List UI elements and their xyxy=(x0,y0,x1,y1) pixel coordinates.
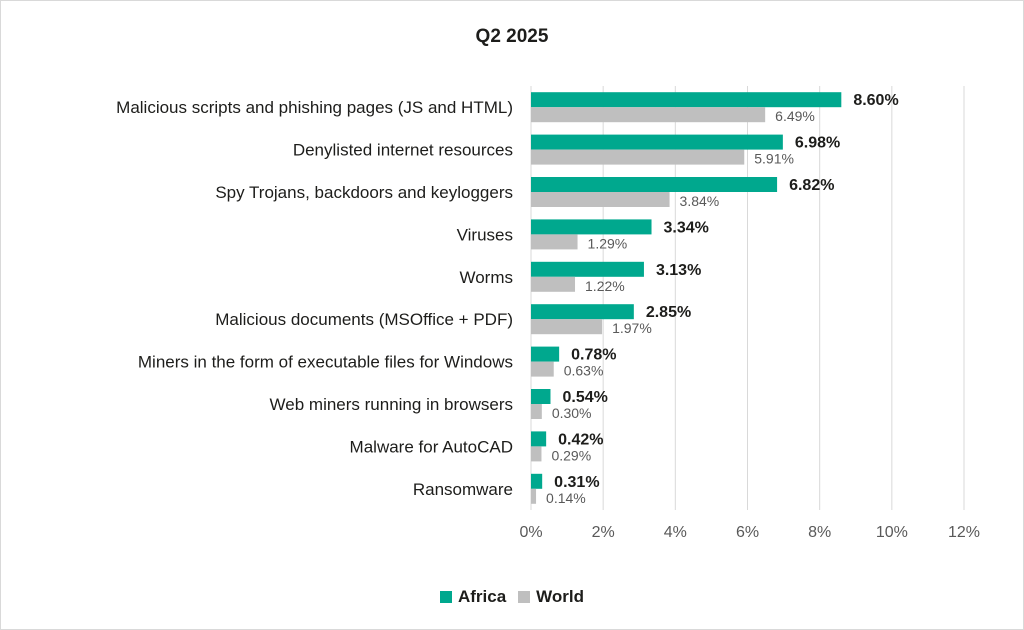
bar-world-malicious-scripts-and-phishing-pages-js-and-html[interactable] xyxy=(531,107,766,123)
chart-title: Q2 2025 xyxy=(475,26,549,47)
legend-swatch-africa xyxy=(439,591,452,603)
bar-africa-miners-in-the-form-of-executable-files-for-windows[interactable] xyxy=(531,346,560,362)
bar-africa-ransomware[interactable] xyxy=(531,473,543,489)
value-label-africa: 0.31% xyxy=(554,474,599,491)
bars xyxy=(531,92,842,504)
bar-africa-spy-trojans-backdoors-and-keyloggers[interactable] xyxy=(531,177,778,192)
bar-africa-viruses[interactable] xyxy=(531,219,652,235)
bar-world-miners-in-the-form-of-executable-files-for-windows[interactable] xyxy=(531,361,554,377)
value-label-world: 1.22% xyxy=(585,278,625,294)
bar-world-spy-trojans-backdoors-and-keyloggers[interactable] xyxy=(531,192,670,207)
bar-world-denylisted-internet-resources[interactable] xyxy=(531,149,745,165)
bar-world-viruses[interactable] xyxy=(531,234,578,250)
x-tick-label: 0% xyxy=(519,524,542,541)
category-label-worms: Worms xyxy=(459,268,513,287)
bar-africa-worms[interactable] xyxy=(531,261,644,277)
bar-africa-denylisted-internet-resources[interactable] xyxy=(531,134,783,150)
category-label-miners-in-the-form-of-executable-files-for-windows: Miners in the form of executable files f… xyxy=(138,353,513,372)
labels: 0% 2% 4% 6% 8% 10% 12% Malicious scripts and ph… xyxy=(116,92,980,541)
bar-world-ransomware[interactable] xyxy=(531,488,537,504)
category-label-denylisted-internet-resources: Denylisted internet resources xyxy=(293,141,513,160)
category-label-malicious-documents-msoffice-pdf: Malicious documents (MSOffice + PDF) xyxy=(215,310,513,329)
value-label-world: 0.30% xyxy=(552,405,592,421)
value-label-africa: 3.34% xyxy=(664,219,709,236)
value-label-africa: 8.60% xyxy=(853,92,898,109)
bar-world-malicious-documents-msoffice-pdf[interactable] xyxy=(531,319,603,335)
x-tick-label: 2% xyxy=(592,524,615,541)
legend-item-world[interactable]: World xyxy=(518,587,584,607)
x-tick-label: 4% xyxy=(664,524,687,541)
bar-world-worms[interactable] xyxy=(531,276,576,292)
legend: Africa World xyxy=(0,587,1024,607)
category-label-viruses: Viruses xyxy=(457,225,513,244)
value-label-world: 0.14% xyxy=(546,490,586,506)
value-label-world: 6.49% xyxy=(775,108,815,124)
x-tick-label: 8% xyxy=(808,524,831,541)
value-label-world: 5.91% xyxy=(754,151,794,167)
value-label-world: 1.97% xyxy=(612,320,652,336)
value-label-world: 0.63% xyxy=(564,363,604,379)
bar-africa-malicious-documents-msoffice-pdf[interactable] xyxy=(531,304,634,320)
x-tick-label: 10% xyxy=(876,524,908,541)
bar-africa-malicious-scripts-and-phishing-pages-js-and-html[interactable] xyxy=(531,92,842,108)
value-label-africa: 6.82% xyxy=(789,177,834,194)
category-label-malware-for-autocad: Malware for AutoCAD xyxy=(350,437,513,456)
value-label-africa: 2.85% xyxy=(646,304,691,321)
legend-label-africa: Africa xyxy=(457,587,507,606)
value-label-africa: 0.42% xyxy=(558,431,603,448)
legend-label-world: World xyxy=(536,587,585,606)
category-label-malicious-scripts-and-phishing-pages-js-and-html: Malicious scripts and phishing pages (JS… xyxy=(116,98,513,117)
value-label-africa: 0.78% xyxy=(571,347,616,364)
value-label-africa: 0.54% xyxy=(562,389,607,406)
bar-world-web-miners-running-in-browsers[interactable] xyxy=(531,404,542,419)
category-label-spy-trojans-backdoors-and-keyloggers: Spy Trojans, backdoors and keyloggers xyxy=(215,183,513,202)
value-label-world: 1.29% xyxy=(588,235,628,251)
value-label-world: 3.84% xyxy=(680,193,720,209)
bar-world-malware-for-autocad[interactable] xyxy=(531,446,542,462)
category-label-web-miners-running-in-browsers: Web miners running in browsers xyxy=(270,395,513,414)
x-tick-label: 12% xyxy=(948,524,980,541)
category-label-ransomware: Ransomware xyxy=(413,480,513,499)
bar-africa-web-miners-running-in-browsers[interactable] xyxy=(531,389,551,404)
bar-africa-malware-for-autocad[interactable] xyxy=(531,431,547,447)
legend-item-africa[interactable]: Africa xyxy=(439,587,507,607)
value-label-africa: 6.98% xyxy=(795,135,840,152)
value-label-world: 0.29% xyxy=(551,447,591,463)
x-tick-label: 6% xyxy=(736,524,759,541)
value-label-africa: 3.13% xyxy=(656,262,701,279)
legend-swatch-world xyxy=(518,591,531,603)
